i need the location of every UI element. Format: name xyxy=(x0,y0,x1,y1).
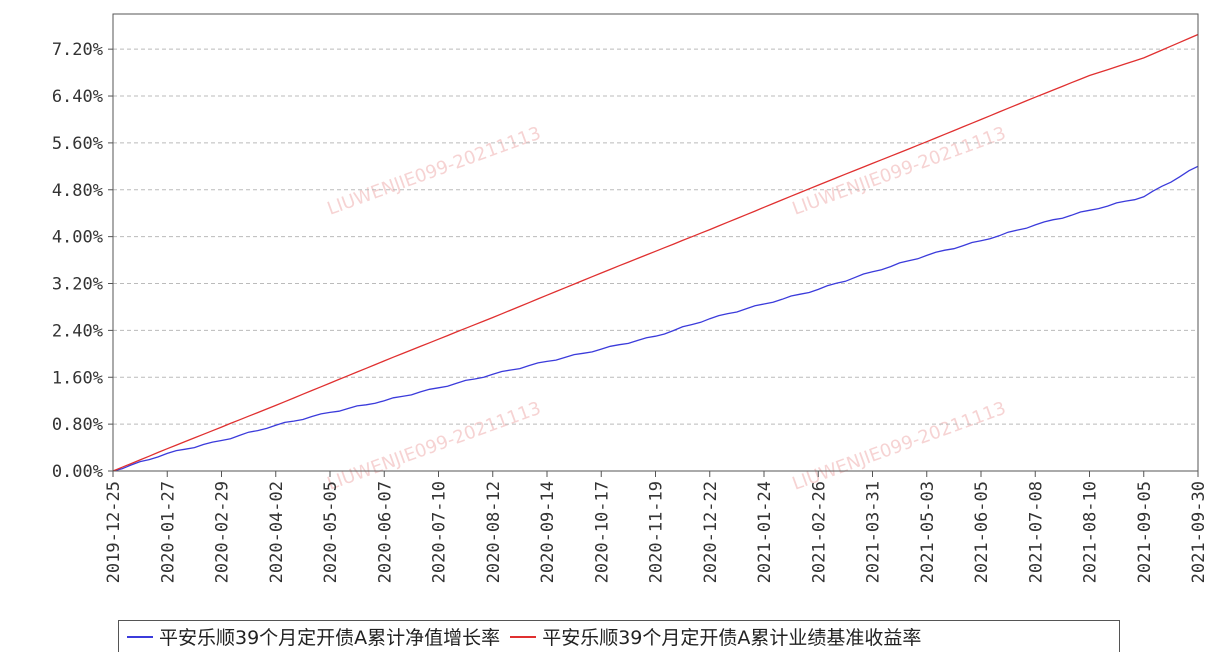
x-tick-label: 2021-08-10 xyxy=(1081,481,1101,583)
y-axis: 0.00% 0.80% 1.60% 2.40% 3.20% 4.00% 4.80% 5.60%… xyxy=(52,40,113,482)
x-tick-label: 2020-09-14 xyxy=(538,481,558,583)
x-axis: 2019-12-25 2020-01-27 2020-02-29 2020-04-02… xyxy=(104,471,1208,583)
x-tick-label: 2021-06-05 xyxy=(972,481,992,583)
watermark-text: LIUWENJIE099-20211113 xyxy=(325,398,544,495)
x-tick-label: 2020-10-17 xyxy=(592,481,612,583)
watermark-text: LIUWENJIE099-20211113 xyxy=(790,123,1009,220)
x-tick-label: 2021-07-08 xyxy=(1026,481,1046,583)
y-tick-label: 4.00% xyxy=(52,228,103,248)
x-tick-label: 2021-09-30 xyxy=(1189,481,1208,583)
x-tick-label: 2021-05-03 xyxy=(918,481,938,583)
series-line-benchmark xyxy=(112,33,1199,472)
legend-label-benchmark: 平安乐顺39个月定开债A累计业绩基准收益率 xyxy=(542,627,922,649)
y-tick-label: 4.80% xyxy=(52,181,103,201)
x-tick-label: 2021-01-24 xyxy=(755,481,775,583)
watermark-layer: LIUWENJIE099-20211113 LIUWENJIE099-202111… xyxy=(325,123,1009,495)
y-tick-label: 6.40% xyxy=(52,87,103,107)
plot-frame xyxy=(112,13,1199,472)
x-tick-label: 2020-02-29 xyxy=(213,481,233,583)
y-tick-label: 7.20% xyxy=(52,40,103,60)
legend-item-benchmark: 平安乐顺39个月定开债A累计业绩基准收益率 xyxy=(510,623,921,650)
x-tick-label: 2020-12-22 xyxy=(701,481,721,583)
series-line-nav-growth xyxy=(112,165,1199,472)
x-tick-label: 2020-01-27 xyxy=(158,481,178,583)
x-tick-label: 2021-02-26 xyxy=(809,481,829,583)
y-tick-label: 5.60% xyxy=(52,134,103,154)
watermark-text: LIUWENJIE099-20211113 xyxy=(790,398,1009,495)
legend-label-nav-growth: 平安乐顺39个月定开债A累计净值增长率 xyxy=(159,627,501,649)
y-tick-label: 1.60% xyxy=(52,368,103,388)
x-tick-label: 2019-12-25 xyxy=(104,481,124,583)
x-tick-label: 2021-09-05 xyxy=(1135,481,1155,583)
y-tick-label: 0.80% xyxy=(52,415,103,435)
y-tick-label: 2.40% xyxy=(52,321,103,341)
x-tick-label: 2020-07-10 xyxy=(430,481,450,583)
x-tick-label: 2020-06-07 xyxy=(375,481,395,583)
legend-swatch-blue xyxy=(127,635,153,638)
legend-item-nav-growth: 平安乐顺39个月定开债A累计净值增长率 xyxy=(127,623,500,650)
watermark-text: LIUWENJIE099-20211113 xyxy=(325,123,544,220)
x-tick-label: 2020-11-19 xyxy=(647,481,667,583)
y-tick-label: 3.20% xyxy=(52,275,103,295)
grid-lines xyxy=(113,48,1198,425)
x-tick-label: 2021-03-31 xyxy=(864,481,884,583)
x-tick-label: 2020-08-12 xyxy=(484,481,504,583)
y-tick-label: 0.00% xyxy=(52,462,103,482)
x-tick-label: 2020-05-05 xyxy=(321,481,341,583)
series-layer xyxy=(112,33,1199,472)
legend: 平安乐顺39个月定开债A累计净值增长率 平安乐顺39个月定开债A累计业绩基准收益… xyxy=(118,620,1120,652)
legend-swatch-red xyxy=(510,635,537,638)
x-tick-label: 2020-04-02 xyxy=(267,481,287,583)
